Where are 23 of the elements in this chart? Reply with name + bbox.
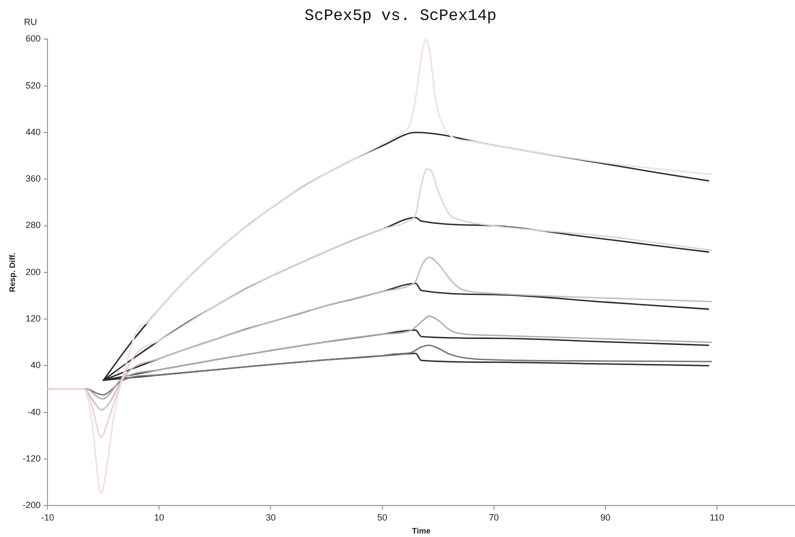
y-tick-label: 120 — [26, 314, 41, 324]
y-tick-label: 280 — [26, 220, 41, 230]
y-tick-label: -40 — [28, 406, 41, 417]
x-tick-label: 30 — [266, 512, 276, 522]
y-tick-label: 600 — [26, 34, 41, 44]
x-axis-title: Time — [412, 526, 432, 536]
y-tick-label: 440 — [26, 126, 41, 137]
text: RU — [24, 17, 37, 28]
y-tick-label: 40 — [30, 360, 41, 370]
x-tick-label: 10 — [154, 512, 164, 522]
y-axis-title: Resp. Diff. — [8, 252, 18, 292]
x-tick-label: 70 — [488, 512, 499, 522]
y-tick-label: 520 — [26, 80, 41, 90]
x-tick-label: 50 — [377, 512, 388, 522]
y-tick-label: 360 — [26, 174, 41, 184]
line-series — [48, 39, 712, 494]
x-tick-label: 110 — [710, 512, 724, 522]
x-tick-label: -10 — [41, 512, 54, 522]
y-tick-label: -200 — [22, 500, 41, 510]
x-tick-label: 90 — [600, 512, 610, 522]
y-tick-label: -120 — [22, 453, 41, 464]
chart-title: ScPex5p vs. ScPex14p — [304, 6, 497, 25]
y-tick-label: 200 — [26, 266, 41, 277]
